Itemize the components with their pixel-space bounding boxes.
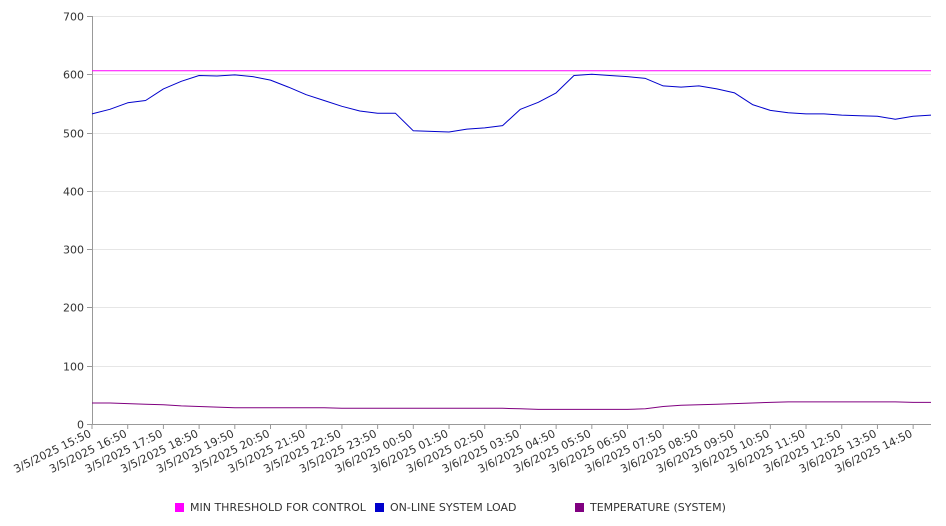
- y-tick-label: 600: [63, 69, 84, 82]
- legend-swatch-temperature: [575, 502, 584, 512]
- legend-label-threshold: MIN THRESHOLD FOR CONTROL: [190, 500, 366, 514]
- y-tick-label: 0: [77, 419, 84, 432]
- y-tick-label: 700: [63, 11, 84, 24]
- legend-label-system-load: ON-LINE SYSTEM LOAD: [390, 500, 517, 514]
- y-tick-label: 500: [63, 128, 84, 141]
- legend-item-temperature[interactable]: TEMPERATURE (SYSTEM): [575, 497, 726, 517]
- series-line-on-line-system-load: [91, 73, 932, 133]
- legend: MIN THRESHOLD FOR CONTROL ON-LINE SYSTEM…: [0, 497, 946, 517]
- axes: [92, 16, 931, 425]
- y-axis-ticks: 0 100 200 300 400 500 600 700: [63, 11, 92, 432]
- series-line-temperature-system: [92, 401, 931, 410]
- y-tick-label: 100: [63, 361, 84, 374]
- legend-swatch-system-load: [375, 502, 384, 512]
- y-tick-label: 300: [63, 244, 84, 257]
- y-tick-label: 400: [63, 186, 84, 199]
- grid-lines: [92, 16, 931, 367]
- legend-item-system-load[interactable]: ON-LINE SYSTEM LOAD: [375, 497, 516, 517]
- legend-swatch-threshold: [175, 502, 184, 512]
- legend-label-temperature: TEMPERATURE (SYSTEM): [590, 500, 726, 514]
- legend-item-threshold[interactable]: MIN THRESHOLD FOR CONTROL: [175, 497, 366, 517]
- y-tick-label: 200: [63, 302, 84, 315]
- series-lines: [91, 70, 932, 410]
- x-axis-ticks: 3/5/2025 15:503/5/2025 16:503/5/2025 17:…: [12, 424, 914, 476]
